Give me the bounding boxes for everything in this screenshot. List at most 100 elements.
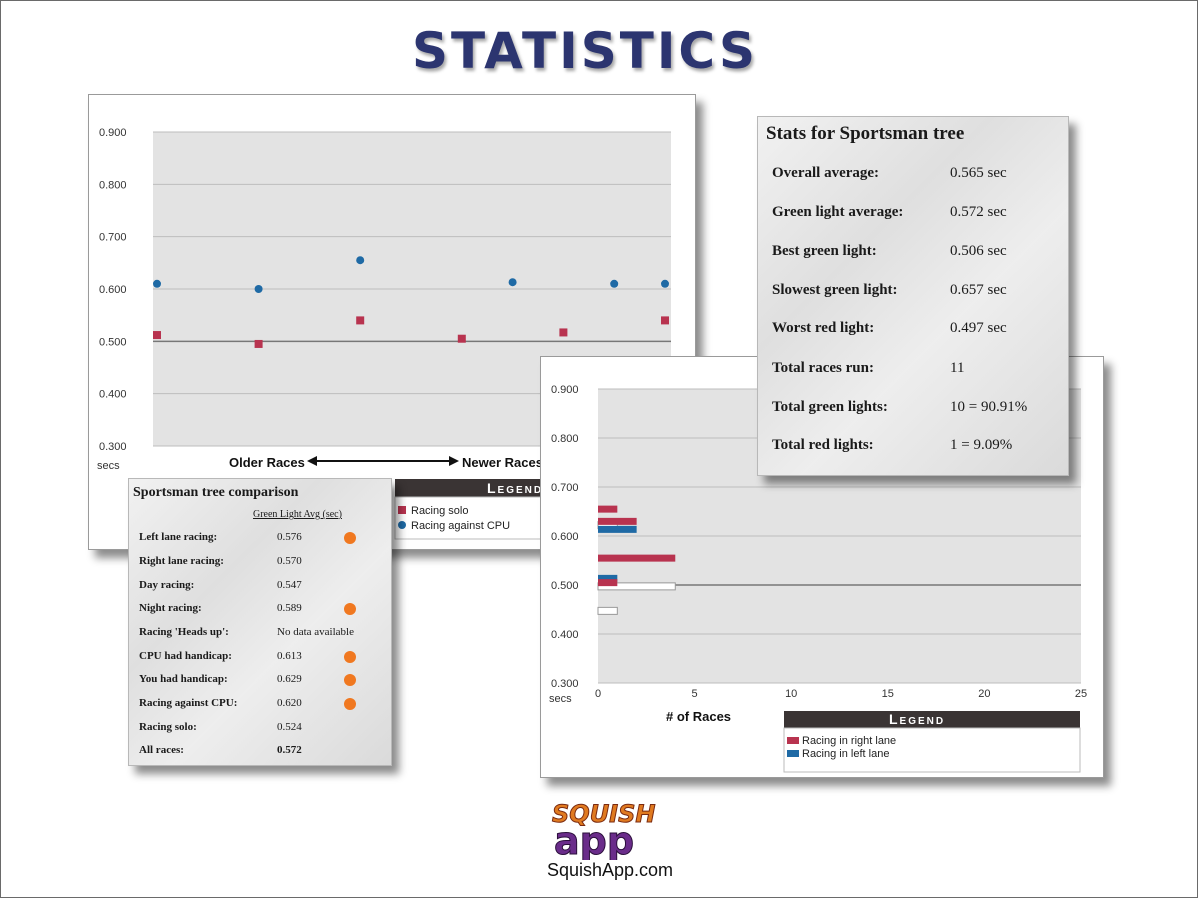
bar-right-lane: [598, 554, 676, 562]
stats-label: Total races run:: [772, 360, 874, 376]
scatter-y-tick-label: 0.400: [99, 389, 127, 401]
comparison-row: All races: 0.572: [139, 744, 389, 764]
stats-label: Total red lights:: [772, 437, 874, 453]
comparison-row: Day racing: 0.547: [139, 579, 389, 599]
bar-x-tick-label: 25: [1075, 688, 1087, 700]
scatter-units-label: secs: [97, 460, 120, 472]
comparison-row: CPU had handicap: 0.613: [139, 650, 389, 670]
scatter-y-tick-label: 0.700: [99, 232, 127, 244]
bar-y-tick-label: 0.600: [551, 531, 579, 543]
scatter-legend-item-cpu: Racing against CPU: [411, 520, 510, 532]
stats-value: 0.572 sec: [950, 204, 1007, 220]
scatter-y-tick-label: 0.600: [99, 284, 127, 296]
comparison-value: 0.589: [277, 602, 302, 614]
bar-legend-item-left: Racing in left lane: [802, 748, 889, 760]
stats-label: Slowest green light:: [772, 282, 898, 298]
bar-x-tick-label: 15: [882, 688, 894, 700]
comparison-row: Left lane racing: 0.576: [139, 531, 389, 551]
comparison-value: 0.524: [277, 721, 302, 733]
bar-right-lane: [598, 505, 618, 513]
bar-chart-panel: 0.900 0.800 0.700 0.600 0.500 0.400 0.300 0 5 10…: [540, 356, 1104, 778]
bar-right-lane: [598, 517, 637, 525]
scatter-legend-title: Legend: [487, 480, 543, 496]
scatter-legend-swatch-solo: [398, 506, 406, 514]
scatter-legend-swatch-cpu: [398, 521, 406, 529]
stats-value: 0.657 sec: [950, 282, 1007, 298]
comparison-label: Racing 'Heads up':: [139, 626, 229, 638]
scatter-point-solo: [356, 316, 365, 325]
scatter-point-solo: [153, 331, 161, 340]
site-url[interactable]: SquishApp.com: [546, 860, 674, 880]
squishapp-logo: SQUISH app: [552, 800, 656, 861]
comparison-label: Night racing:: [139, 602, 202, 614]
scatter-y-tick-label: 0.500: [99, 336, 127, 348]
bar-legend-title: Legend: [889, 711, 945, 727]
comparison-label: Racing solo:: [139, 721, 197, 733]
logo-word-app: app: [554, 819, 634, 860]
comparison-label: Right lane racing:: [139, 555, 224, 567]
comparison-row: Racing 'Heads up': No data available: [139, 626, 389, 646]
scatter-y-tick-label: 0.900: [99, 127, 127, 139]
comparison-value: 0.570: [277, 555, 302, 567]
scatter-xlabel-left: Older Races: [229, 455, 305, 470]
scatter-legend-item-solo: Racing solo: [411, 505, 468, 517]
bar-units-label: secs: [549, 693, 572, 705]
stats-row: Total green lights: 10 = 90.91%: [772, 399, 1072, 423]
scatter-point-solo: [254, 339, 263, 348]
stats-label: Best green light:: [772, 243, 877, 259]
scatter-point-solo: [661, 316, 669, 325]
stats-value: 0.565 sec: [950, 165, 1007, 181]
bar-xlabel: # of Races: [666, 709, 731, 724]
scatter-point-cpu: [610, 279, 619, 288]
stats-row: Total red lights: 1 = 9.09%: [772, 437, 1072, 461]
scatter-point-cpu: [356, 256, 365, 265]
bar-y-tick-label: 0.700: [551, 482, 579, 494]
bar-left-lane: [598, 525, 637, 533]
comparison-label: CPU had handicap:: [139, 650, 232, 662]
scatter-point-cpu: [254, 285, 263, 293]
stats-value: 11: [950, 360, 965, 376]
scatter-point-cpu: [508, 278, 517, 287]
comparison-label: Day racing:: [139, 579, 195, 591]
stats-value: 1 = 9.09%: [950, 437, 1013, 453]
stats-row: Worst red light: 0.497 sec: [772, 320, 1072, 344]
bar-x-tick-label: 5: [692, 688, 698, 700]
comparison-label: Racing against CPU:: [139, 697, 238, 709]
stats-value: 0.497 sec: [950, 320, 1007, 336]
bar-legend: Legend Racing in right lane Racing in le…: [783, 711, 1081, 773]
bar-y-tick-label: 0.800: [551, 433, 579, 445]
comparison-panel: Sportsman tree comparison Green Light Av…: [128, 478, 392, 766]
comparison-column-header: Green Light Avg (sec): [253, 509, 342, 520]
bar-y-tick-label: 0.300: [551, 678, 579, 690]
bar-y-tick-label: 0.900: [551, 384, 579, 396]
scatter-axis-arrow: [307, 456, 459, 466]
comparison-value: 0.576: [277, 531, 302, 543]
bar-right-lane: [598, 579, 618, 587]
stats-panel: Stats for Sportsman tree Overall average…: [757, 116, 1069, 476]
comparison-row: Racing solo: 0.524: [139, 721, 389, 741]
comparison-value: 0.613: [277, 650, 302, 662]
status-dot: [344, 674, 356, 686]
stats-row: Total races run: 11: [772, 360, 1072, 384]
comparison-label: Left lane racing:: [139, 531, 218, 543]
comparison-value: 0.572: [277, 744, 302, 756]
status-dot: [344, 532, 356, 544]
bar-y-tick-label: 0.400: [551, 629, 579, 641]
page-title: STATISTICS: [411, 22, 759, 80]
comparison-title: Sportsman tree comparison: [133, 485, 299, 500]
scatter-point-cpu: [153, 279, 161, 288]
bar-x-tick-label: 0: [595, 688, 601, 700]
scatter-point-solo: [457, 334, 466, 343]
stats-row: Slowest green light: 0.657 sec: [772, 282, 1072, 306]
stats-label: Worst red light:: [772, 320, 875, 336]
bar-other: [597, 582, 676, 591]
bar-other: [597, 606, 618, 615]
bar-y-tick-label: 0.500: [551, 580, 579, 592]
bar-legend-swatch-right: [787, 737, 799, 744]
stats-row: Best green light: 0.506 sec: [772, 243, 1072, 267]
comparison-value: No data available: [277, 626, 354, 638]
scatter-point-cpu: [661, 279, 669, 288]
comparison-value: 0.620: [277, 697, 302, 709]
logo-word-squish: SQUISH: [552, 800, 655, 828]
stats-row: Green light average: 0.572 sec: [772, 204, 1072, 228]
